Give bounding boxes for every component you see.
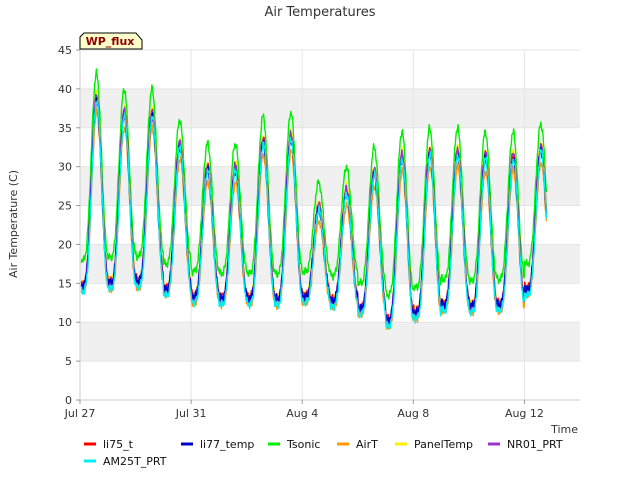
legend-label: Tsonic (286, 438, 320, 451)
y-tick-label: 10 (58, 316, 72, 329)
legend-label: AM25T_PRT (103, 455, 167, 468)
chart-title: Air Temperatures (264, 5, 375, 20)
plot-background (79, 49, 580, 401)
legend-item-li77-temp: li77_temp (181, 438, 254, 451)
x-tick-label: Aug 8 (397, 407, 429, 420)
legend-item-paneltemp: PanelTemp (395, 438, 473, 451)
grid-band (80, 166, 580, 206)
legend-item-airt: AirT (337, 438, 378, 451)
legend-item-li75-t: li75_t (84, 438, 134, 451)
y-tick-label: 40 (58, 83, 72, 96)
legend-label: AirT (356, 438, 378, 451)
legend-label: NR01_PRT (507, 438, 563, 451)
y-axis-label: Air Temperature (C) (7, 170, 20, 278)
y-tick-label: 45 (58, 44, 72, 57)
x-tick-label: Aug 12 (505, 407, 544, 420)
badge: WP_flux (79, 32, 143, 50)
plot-series (80, 68, 548, 330)
legend-item-nr01-prt: NR01_PRT (488, 438, 563, 451)
y-tick-label: 5 (65, 355, 72, 368)
grid-band (80, 88, 580, 128)
y-tick-label: 35 (58, 122, 72, 135)
legend-label: PanelTemp (414, 438, 473, 451)
y-tick-label: 15 (58, 277, 72, 290)
x-tick-label: Jul 31 (175, 407, 207, 420)
axes: 0 5 10 15 20 25 30 35 40 45 Jul 27 Jul 31 Aug 4 Aug 8… (58, 44, 580, 420)
legend-label: li77_temp (200, 438, 254, 451)
y-tick-label: 20 (58, 238, 72, 251)
grid-band (80, 322, 580, 362)
legend: li75_t li77_temp Tsonic AirT PanelTemp NR01_P… (84, 438, 563, 468)
legend-item-am25t-prt: AM25T_PRT (84, 455, 167, 468)
legend-item-tsonic: Tsonic (268, 438, 320, 451)
y-tick-label: 30 (58, 161, 72, 174)
badge-label: WP_flux (86, 35, 135, 48)
series-line-am25t-prt (80, 99, 548, 330)
x-tick-label: Aug 4 (286, 407, 318, 420)
y-tick-label: 25 (58, 200, 72, 213)
x-tick-label: Jul 27 (64, 407, 96, 420)
y-tick-label: 0 (65, 394, 72, 407)
x-axis-label: Time (550, 423, 578, 436)
legend-label: li75_t (103, 438, 134, 451)
